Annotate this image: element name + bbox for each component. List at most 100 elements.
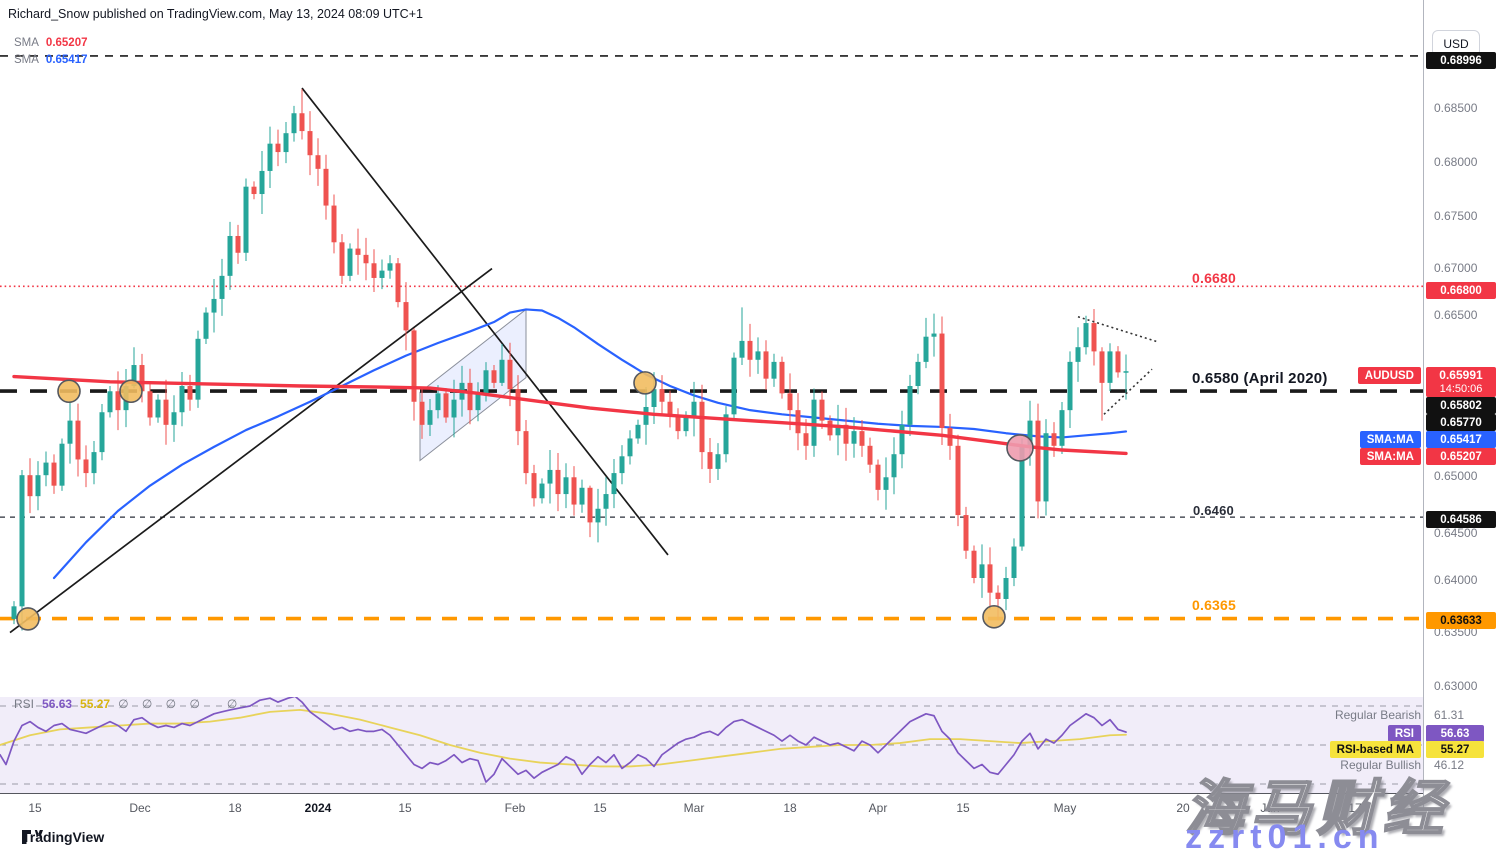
candle-body <box>83 459 89 474</box>
candle-body <box>491 370 497 383</box>
sma-blue-legend-label: SMA <box>14 54 39 66</box>
candle-body <box>59 443 65 486</box>
candle-body <box>707 452 713 469</box>
sma-blue-legend-value: 0.65417 <box>45 54 88 66</box>
candle-body <box>779 361 785 394</box>
candle-body <box>899 424 905 455</box>
candle-body <box>667 401 673 417</box>
rsi-line <box>0 697 1127 783</box>
sma-blue-legend[interactable]: SMA 0.65417 <box>14 54 88 66</box>
candle-body <box>475 393 481 411</box>
candle-body <box>1067 361 1073 411</box>
candle-body <box>747 340 753 360</box>
candle-body <box>1043 433 1049 502</box>
candle-body <box>451 399 457 418</box>
candle-body <box>539 483 545 499</box>
tradingview-logo[interactable]: TradingView <box>22 829 104 845</box>
candle-body <box>1115 351 1121 373</box>
price-axis-badge: 0.65207 <box>1426 448 1496 465</box>
rsi-legend[interactable]: RSI 56.63 55.27 ∅ ∅ ∅ ∅ ∅ <box>14 697 242 711</box>
price-axis-badge: 0.65417 <box>1426 431 1496 448</box>
level-label-0646: 0.6460 <box>1193 503 1234 518</box>
candle-body <box>75 420 81 460</box>
event-marker-circle-0 <box>16 607 40 631</box>
candle-body <box>371 263 377 278</box>
sma-blue-line <box>52 308 1128 580</box>
candle-body <box>603 494 609 509</box>
candle-body <box>587 487 593 523</box>
candle-body <box>1099 351 1105 383</box>
candle-body <box>891 454 897 478</box>
candle-body <box>107 391 113 413</box>
sma-indicator-badge: SMA:MA <box>1359 431 1421 448</box>
rsi-legend-label: RSI <box>14 697 35 711</box>
candle-body <box>11 606 17 619</box>
candle-body <box>323 168 329 206</box>
last-price-axis-badge: 0.65991 14:50:06 <box>1426 367 1496 397</box>
rsi-label-badge: RSI-based MA <box>1329 741 1421 758</box>
candle-body <box>219 275 225 299</box>
level-label-0668: 0.6680 <box>1192 270 1237 286</box>
candle-body <box>771 361 777 379</box>
price-tick-label: 0.64500 <box>1434 526 1478 540</box>
candle-body <box>835 424 841 436</box>
candle-body <box>411 330 417 402</box>
candle-body <box>443 393 449 418</box>
time-tick-label: 15 <box>956 801 970 815</box>
candle-body <box>691 401 697 417</box>
candle-body <box>579 487 585 505</box>
candle-body <box>195 338 201 400</box>
event-marker-circle-2 <box>119 379 143 404</box>
candle-body <box>859 431 865 446</box>
candle-body <box>1059 410 1065 446</box>
candle-body <box>635 424 641 439</box>
rsi-divergence-label: Regular Bearish <box>1334 708 1421 722</box>
price-chart-canvas[interactable] <box>0 25 1423 695</box>
candle-body <box>699 401 705 453</box>
level-label-06365: 0.6365 <box>1192 597 1237 613</box>
rsi-value-label: 46.12 <box>1434 758 1465 772</box>
price-axis-badge: 0.64586 <box>1426 511 1496 528</box>
price-tick-label: 0.64000 <box>1434 573 1478 587</box>
candle-body <box>419 401 425 425</box>
candle-body <box>227 235 233 276</box>
price-tick-label: 0.68500 <box>1434 101 1478 115</box>
candle-body <box>35 475 41 497</box>
candle-body <box>27 475 33 497</box>
candle-body <box>67 420 73 444</box>
candle-body <box>651 389 657 407</box>
rsi-pane-canvas[interactable] <box>0 697 1423 793</box>
candle-body <box>787 393 793 411</box>
price-tick-label: 0.67000 <box>1434 261 1478 275</box>
candle-body <box>251 186 257 195</box>
time-axis[interactable]: 15 Dec 18 2024 15 Feb 15 Mar 18 Apr 15 May 20 Jun 17 <box>0 793 1423 824</box>
rsi-value-badge: 56.63 <box>1426 725 1484 742</box>
tradingview-logo-icon <box>22 830 43 844</box>
candle-body <box>979 564 985 578</box>
candle-body <box>1019 445 1025 547</box>
candle-body <box>675 416 681 432</box>
price-tick-label: 0.63000 <box>1434 679 1478 693</box>
candle-body <box>643 406 649 425</box>
candle-body <box>875 464 881 490</box>
time-tick-label: Mar <box>683 801 705 815</box>
candle-body <box>267 143 273 171</box>
candle-body <box>715 454 721 469</box>
time-tick-label: Feb <box>504 801 526 815</box>
candle-body <box>1003 577 1009 599</box>
event-marker-circle-1 <box>57 379 81 404</box>
time-tick-label: 15 <box>398 801 412 815</box>
time-tick-label: May <box>1053 801 1077 815</box>
sma-red-legend[interactable]: SMA 0.65207 <box>14 37 88 49</box>
candle-body <box>1027 420 1033 446</box>
time-tick-label: 18 <box>783 801 797 815</box>
candle-body <box>275 143 281 153</box>
candle-body <box>931 333 937 337</box>
price-axis[interactable]: USD 0.68500 0.68000 0.67500 0.67000 0.66500 0… <box>1423 0 1499 822</box>
candle-body <box>683 416 689 432</box>
candle-body <box>827 420 833 436</box>
rsi-empty-markers: ∅ ∅ ∅ ∅ <box>118 697 205 711</box>
pennant-dotted-line-1 <box>1103 368 1153 415</box>
event-marker-circle-5 <box>1006 434 1034 462</box>
